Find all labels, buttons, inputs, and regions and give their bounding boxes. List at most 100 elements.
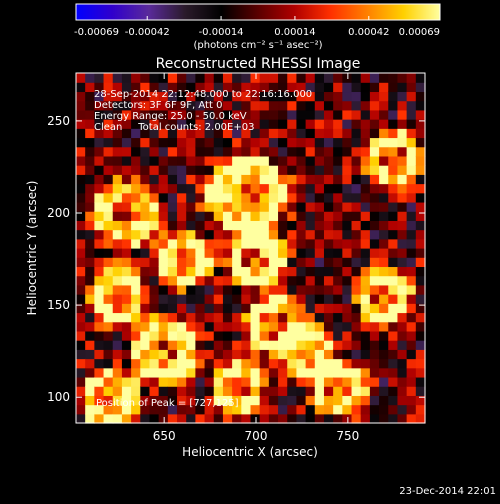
heatmap-cell — [250, 376, 261, 387]
heatmap-cell — [406, 257, 417, 268]
heatmap-cell — [360, 257, 371, 268]
heatmap-cell — [76, 174, 86, 185]
heatmap-cell — [85, 284, 95, 295]
heatmap-cell — [287, 275, 298, 286]
heatmap-cell — [195, 211, 206, 221]
heatmap-cell — [351, 109, 362, 120]
heatmap-cell — [103, 165, 114, 175]
heatmap-cell — [342, 201, 353, 212]
heatmap-cell — [94, 211, 105, 221]
heatmap-cell — [278, 192, 288, 203]
heatmap-cell — [388, 174, 399, 185]
heatmap-cell — [296, 183, 307, 194]
heatmap-cell — [351, 349, 362, 360]
heatmap-cell — [121, 211, 132, 221]
heatmap-cell — [241, 192, 252, 203]
heatmap-cell — [360, 201, 371, 212]
heatmap-cell — [213, 395, 224, 406]
heatmap-cell — [259, 201, 270, 212]
colorbar-tick-label: 0.00042 — [348, 27, 389, 38]
heatmap-cell — [342, 73, 353, 83]
heatmap-cell — [131, 165, 141, 175]
heatmap-cell — [250, 340, 261, 350]
heatmap-cell — [369, 82, 380, 93]
heatmap-cell — [140, 349, 151, 360]
heatmap-cell — [213, 128, 224, 139]
heatmap-cell — [112, 349, 123, 360]
heatmap-cell — [177, 349, 187, 360]
heatmap-cell — [397, 73, 408, 83]
heatmap-cell — [379, 146, 389, 157]
heatmap-cell — [351, 201, 362, 212]
heatmap-cell — [186, 137, 196, 148]
colorbar-tick-label: 0.00069 — [399, 27, 440, 38]
heatmap-cell — [388, 248, 399, 258]
heatmap-cell — [94, 386, 105, 396]
heatmap-cell — [186, 183, 196, 194]
heatmap-cell — [259, 349, 270, 360]
heatmap-cell — [241, 137, 252, 148]
heatmap-cell — [167, 294, 178, 304]
heatmap-cell — [369, 100, 380, 111]
heatmap-cell — [131, 192, 141, 203]
heatmap-cell — [85, 174, 95, 185]
heatmap-cell — [342, 275, 353, 286]
heatmap-cell — [296, 395, 307, 406]
heatmap-cell — [241, 321, 252, 332]
heatmap-cell — [296, 82, 307, 93]
heatmap-cell — [333, 165, 343, 175]
heatmap-cell — [259, 119, 270, 129]
heatmap-cell — [222, 275, 233, 286]
heatmap-cell — [103, 183, 114, 194]
heatmap-cell — [278, 321, 288, 332]
heatmap-cell — [241, 284, 252, 295]
heatmap-cell — [351, 211, 362, 221]
heatmap-cell — [131, 183, 141, 194]
heatmap-cell — [323, 109, 334, 120]
heatmap-cell — [204, 155, 215, 166]
heatmap-cell — [314, 312, 325, 323]
heatmap-cell — [296, 174, 307, 185]
heatmap-cell — [342, 386, 353, 396]
heatmap-cell — [296, 128, 307, 139]
heatmap-cell — [131, 128, 141, 139]
heatmap-cell — [177, 386, 187, 396]
heatmap-cell — [186, 303, 196, 314]
heatmap-cell — [388, 404, 399, 415]
heatmap-cell — [287, 358, 298, 369]
heatmap-cell — [323, 330, 334, 341]
heatmap-cell — [314, 100, 325, 111]
heatmap-cell — [222, 413, 233, 424]
heatmap-cell — [388, 82, 399, 93]
heatmap-cell — [131, 91, 141, 102]
heatmap-cell — [76, 137, 86, 148]
heatmap-cell — [186, 284, 196, 295]
heatmap-cell — [204, 165, 215, 175]
heatmap-cell — [250, 192, 261, 203]
heatmap-cell — [250, 330, 261, 341]
heatmap-cell — [415, 183, 426, 194]
heatmap-cell — [232, 248, 242, 258]
heatmap-cell — [222, 174, 233, 185]
heatmap-cell — [140, 165, 151, 175]
heatmap-cell — [333, 321, 343, 332]
heatmap-cell — [406, 413, 417, 424]
heatmap-cell — [406, 192, 417, 203]
heatmap-cell — [94, 367, 105, 378]
heatmap-cell — [287, 330, 298, 341]
heatmap-cell — [103, 386, 114, 396]
heatmap-cell — [379, 358, 389, 369]
heatmap-cell — [204, 220, 215, 231]
heatmap-cell — [186, 109, 196, 120]
heatmap-cell — [232, 109, 242, 120]
heatmap-cell — [149, 376, 160, 387]
heatmap-cell — [250, 174, 261, 185]
heatmap-cell — [406, 284, 417, 295]
heatmap-cell — [121, 312, 132, 323]
heatmap-cell — [94, 321, 105, 332]
heatmap-cell — [314, 174, 325, 185]
heatmap-cell — [158, 174, 169, 185]
heatmap-cell — [241, 312, 252, 323]
heatmap-cell — [195, 82, 206, 93]
heatmap-cell — [186, 174, 196, 185]
